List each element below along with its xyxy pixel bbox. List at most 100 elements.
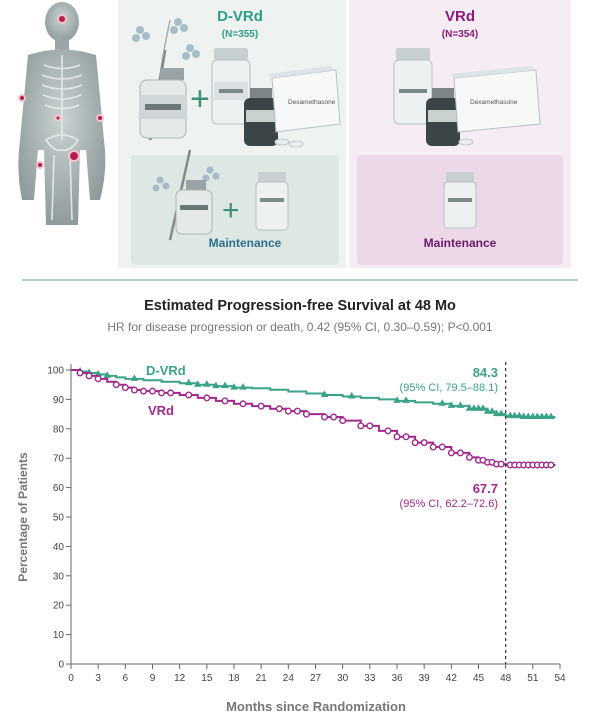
censor-mark-vrd [447,449,455,457]
x-tick-label: 18 [228,673,240,684]
y-tick-label: 10 [53,630,65,641]
censor-mark-vrd [438,443,446,451]
plus-icon: + [190,80,210,118]
x-tick-label: 42 [446,673,458,684]
censor-mark-dvrd [103,371,112,378]
censor-mark-vrd [284,407,292,415]
series-label-dvrd: D-VRd [146,363,186,378]
dvrd-48mo-ci: (95% CI, 79.5–88.1) [400,382,498,394]
censor-mark-dvrd [347,391,356,399]
vrd-arm-title: VRd [445,8,475,25]
x-tick-label: 33 [364,673,376,684]
y-tick-label: 50 [53,513,65,524]
censor-mark-vrd [112,381,120,389]
censor-mark-vrd [158,389,166,397]
censor-mark-dvrd [393,396,401,403]
bortezomib-vial-icon [244,88,278,146]
censor-mark-vrd [411,439,419,447]
x-tick-label: 45 [473,673,485,684]
censor-mark-vrd [275,405,283,413]
x-tick-label: 36 [391,673,403,684]
censor-mark-dvrd [203,380,211,387]
censor-mark-vrd [321,413,329,421]
censor-mark-vrd [185,391,193,399]
censor-mark-dvrd [230,383,238,390]
pill-bottle-icon [211,48,251,125]
censor-mark-dvrd [456,401,465,408]
chart-title: Estimated Progression-free Survival at 4… [144,298,456,314]
censor-mark-vrd [302,410,310,418]
censor-mark-dvrd [488,407,496,414]
censor-mark-dvrd [94,369,102,377]
censor-mark-dvrd [402,396,410,403]
x-tick-label: 0 [68,673,74,684]
censor-mark-vrd [465,453,473,461]
dvrd-arm-n: (N=355) [221,29,259,40]
censor-mark-vrd [257,402,265,410]
censor-mark-vrd [121,384,129,392]
censor-mark-vrd [339,417,347,425]
dexamethasone-box-label-vrd: Dexamethasone [470,99,518,106]
x-tick-label: 51 [527,673,539,684]
censor-mark-dvrd [239,383,247,390]
censor-mark-vrd [384,427,392,435]
censor-mark-vrd [94,375,102,383]
censor-mark-vrd [139,387,147,395]
censor-mark-vrd [293,407,301,415]
treatment-illustration: D-VRd (N=355) VRd (N=354) Maintenance Ma… [0,0,600,268]
censor-mark-dvrd [447,401,456,408]
censor-mark-dvrd [497,409,505,417]
x-tick-label: 39 [419,673,431,684]
y-axis-label: Percentage of Patients [16,452,30,582]
x-tick-label: 12 [174,673,186,684]
censor-mark-vrd [203,394,211,402]
censor-mark-dvrd [479,404,487,411]
y-tick-label: 0 [58,660,64,671]
y-tick-label: 30 [53,571,65,582]
censor-mark-dvrd [184,378,193,386]
chart-subtitle: HR for disease progression or death, 0.4… [107,320,493,334]
censor-mark-vrd [167,389,175,397]
vrd-48mo-value: 67.7 [473,481,498,496]
y-tick-label: 40 [53,542,65,553]
censor-mark-vrd [221,397,229,405]
vrd-48mo-ci: (95% CI, 62.2–72.6) [400,498,498,510]
x-tick-label: 48 [500,673,512,684]
x-tick-label: 54 [554,673,566,684]
x-axis-label: Months since Randomization [226,699,406,714]
vrd-maintenance-label: Maintenance [423,236,497,250]
dexamethasone-box-icon: Dexamethasone [268,66,341,148]
censor-mark-dvrd [438,399,447,406]
x-tick-label: 24 [283,673,295,684]
x-tick-label: 15 [201,673,213,684]
censor-mark-vrd [429,443,437,451]
dvrd-48mo-value: 84.3 [473,365,498,380]
censor-mark-vrd [547,461,555,469]
dexamethasone-box-label: Dexamethasone [288,99,336,106]
y-tick-label: 70 [53,454,65,465]
censor-mark-dvrd [130,374,139,381]
censor-mark-vrd [239,400,247,408]
dvrd-maintenance-label: Maintenance [208,236,282,250]
censor-mark-vrd [402,433,410,441]
censor-mark-dvrd [221,381,229,389]
section-divider [22,279,578,281]
censor-mark-dvrd [193,380,202,387]
x-tick-label: 30 [337,673,349,684]
censor-mark-vrd [76,369,84,377]
patient-figure-icon [18,2,106,225]
censor-mark-vrd [148,387,156,395]
censor-mark-vrd [366,422,374,430]
x-tick-label: 27 [310,673,322,684]
y-tick-label: 80 [53,424,65,435]
y-tick-label: 20 [53,601,65,612]
dvrd-maintenance-panel [131,155,339,265]
censor-mark-dvrd [547,412,555,420]
censor-mark-dvrd [212,381,220,389]
y-tick-label: 90 [53,395,65,406]
censor-mark-dvrd [320,390,329,397]
series-label-vrd: VRd [148,403,174,418]
censor-mark-vrd [357,422,365,430]
censor-mark-vrd [85,372,93,380]
